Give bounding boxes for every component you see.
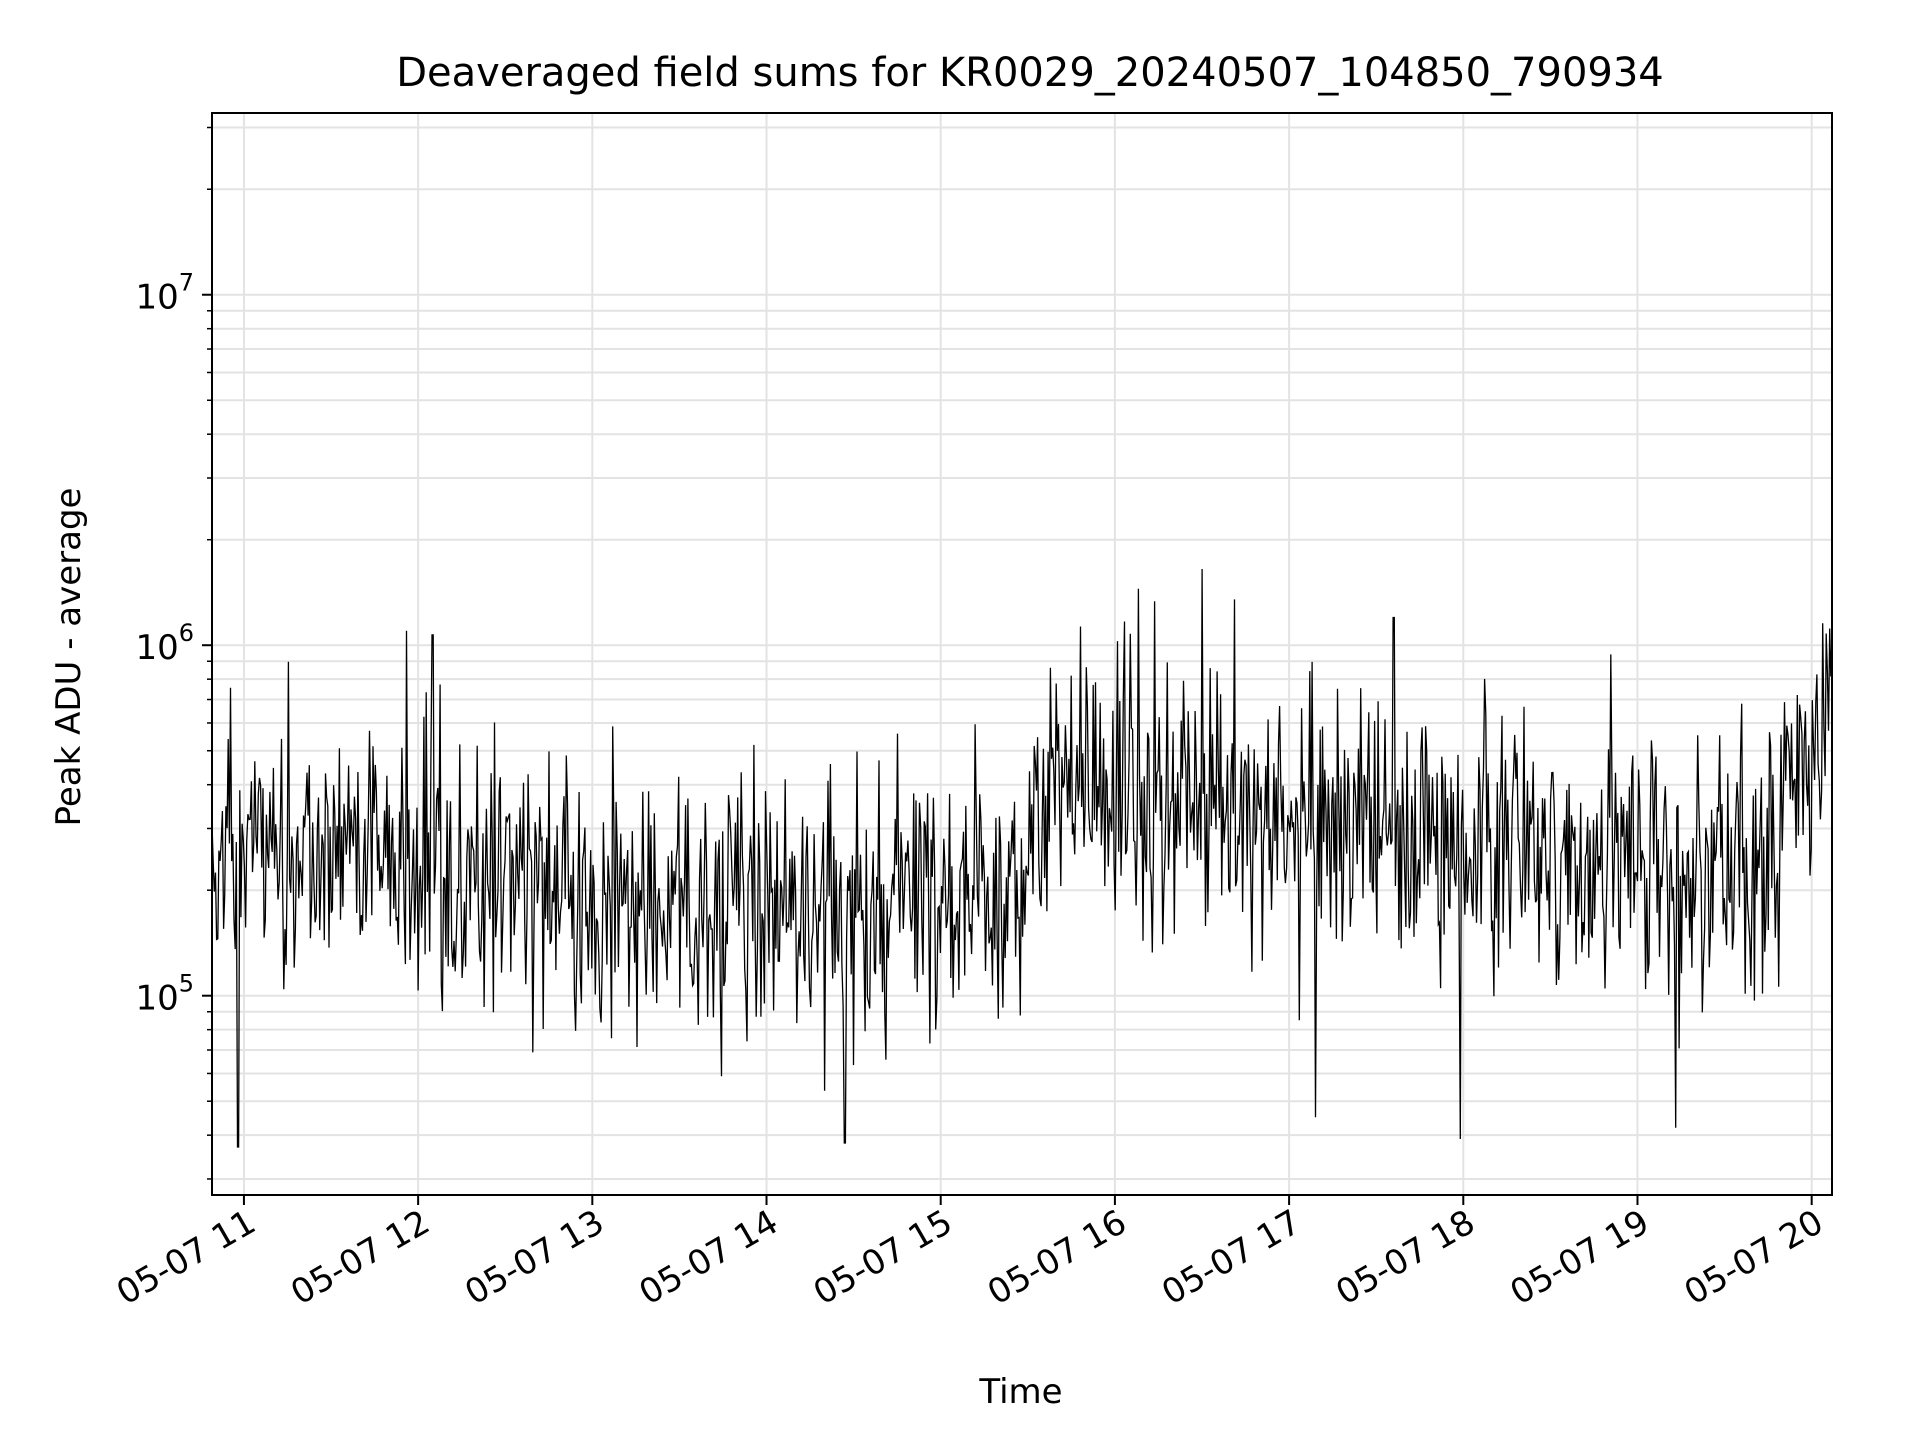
plot-frame	[211, 112, 1833, 1196]
y-tick-label: 107	[135, 269, 194, 318]
data-layer	[212, 568, 1832, 1148]
chart-title: Deaveraged field sums for KR0029_2024050…	[396, 50, 1664, 96]
y-axis-label: Peak ADU - average	[49, 488, 89, 827]
series-line	[212, 568, 1832, 1148]
x-axis-label: Time	[978, 1372, 1062, 1412]
y-tick-label: 106	[135, 619, 194, 668]
y-tick-label: 105	[135, 970, 194, 1019]
